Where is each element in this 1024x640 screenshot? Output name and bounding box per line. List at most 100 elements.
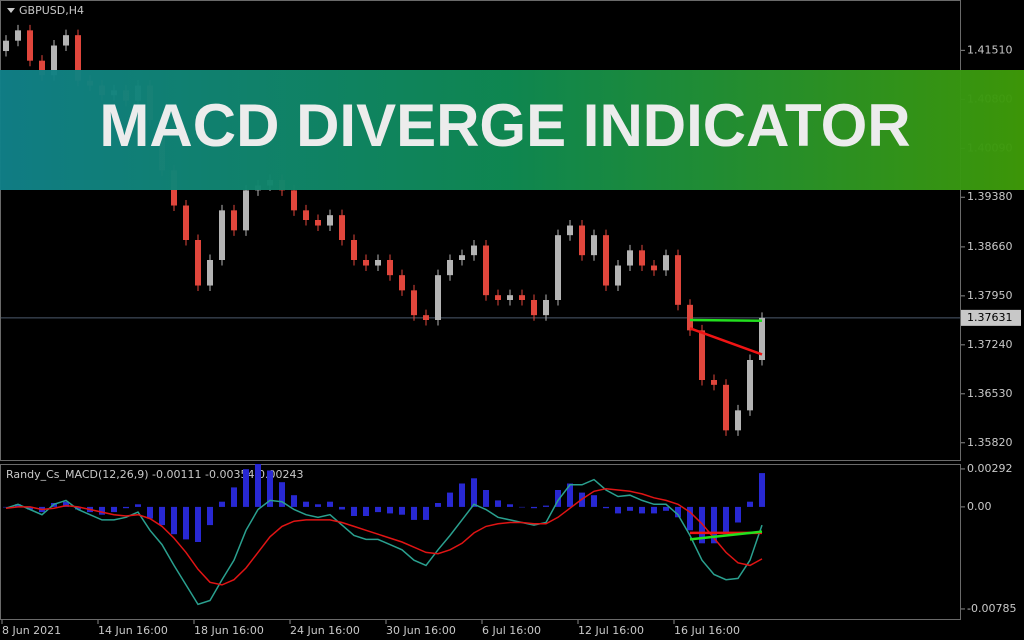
candle-body	[375, 260, 381, 266]
histogram-bar	[387, 506, 393, 514]
histogram-bar	[519, 506, 525, 508]
candle-body	[615, 265, 621, 286]
histogram-bar	[675, 506, 681, 518]
histogram-bar	[75, 506, 81, 510]
candle-body	[663, 255, 669, 271]
histogram-bar	[171, 506, 177, 535]
histogram-bar	[303, 501, 309, 507]
indicator-title: Randy_Cs_MACD(12,26,9) -0.00111 -0.00354…	[6, 468, 303, 481]
x-tick-label: 18 Jun 16:00	[194, 624, 264, 637]
y-tick-label: 1.37950	[967, 289, 1013, 302]
histogram-bar	[663, 506, 669, 511]
candle-body	[219, 210, 225, 260]
histogram-bar	[603, 506, 609, 509]
candle-body	[363, 260, 369, 266]
x-tick-label: 30 Jun 16:00	[386, 624, 456, 637]
candle-body	[291, 190, 297, 211]
y-tick-label: 1.35820	[967, 436, 1013, 449]
candle-body	[591, 235, 597, 256]
histogram-bar	[183, 506, 189, 540]
histogram-bar	[339, 506, 345, 510]
candle-body	[423, 315, 429, 320]
histogram-bar	[351, 506, 357, 516]
histogram-bar	[327, 501, 333, 507]
candle-body	[75, 35, 81, 81]
candle-body	[231, 210, 237, 231]
y-tick-label: 0.00	[967, 500, 992, 513]
candle-body	[327, 215, 333, 226]
histogram-bar	[99, 506, 105, 515]
histogram-bar	[627, 506, 633, 511]
histogram-bar	[615, 506, 621, 514]
candle-body	[387, 260, 393, 276]
histogram-bar	[3, 506, 9, 508]
x-tick-label: 8 Jun 2021	[2, 624, 61, 637]
histogram-bar	[243, 469, 249, 507]
y-tick-label: 1.41510	[967, 43, 1013, 56]
histogram-bar	[291, 495, 297, 507]
histogram-bar	[111, 506, 117, 513]
histogram-bar	[399, 506, 405, 515]
candle-body	[483, 245, 489, 296]
histogram-bar	[531, 506, 537, 509]
histogram-bar	[747, 501, 753, 507]
candle-body	[759, 317, 765, 360]
histogram-bar	[375, 506, 381, 513]
candle-body	[735, 410, 741, 431]
candle-body	[195, 240, 201, 286]
histogram-bar	[435, 503, 441, 507]
histogram-bar	[555, 490, 561, 507]
histogram-bar	[15, 504, 21, 507]
x-tick-label: 24 Jun 16:00	[290, 624, 360, 637]
current-price-label: 1.37631	[967, 311, 1013, 324]
histogram-bar	[207, 506, 213, 526]
divergence-line	[689, 318, 763, 322]
candle-body	[471, 245, 477, 256]
candle-body	[15, 30, 21, 41]
histogram-bar	[639, 506, 645, 514]
histogram-bar	[27, 506, 33, 510]
main-panel-frame	[0, 0, 961, 461]
y-tick-label: 1.37240	[967, 338, 1013, 351]
histogram-bar	[159, 506, 165, 526]
candle-body	[63, 35, 69, 46]
histogram-bar	[63, 501, 69, 507]
candle-body	[447, 260, 453, 276]
histogram-bar	[711, 506, 717, 544]
histogram-bar	[195, 506, 201, 542]
histogram-bar	[651, 506, 657, 514]
x-tick-label: 6 Jul 16:00	[482, 624, 541, 637]
candle-body	[507, 295, 513, 300]
histogram-bar	[471, 478, 477, 507]
candle-body	[459, 255, 465, 260]
y-tick-label: 1.36530	[967, 387, 1013, 400]
divergence-line	[689, 530, 763, 541]
histogram-bar	[231, 487, 237, 507]
histogram-bar	[255, 464, 261, 507]
candle-body	[543, 300, 549, 316]
candle-body	[435, 275, 441, 320]
symbol-dropdown[interactable]	[7, 8, 15, 13]
candle-body	[3, 40, 9, 52]
candle-body	[339, 215, 345, 240]
histogram-bar	[495, 500, 501, 507]
histogram-bar	[507, 504, 513, 507]
candle-body	[723, 384, 729, 431]
symbol-title: GBPUSD,H4	[19, 4, 84, 17]
candle-body	[627, 250, 633, 266]
histogram-bar	[567, 483, 573, 507]
indicator-line	[5, 487, 763, 586]
banner	[0, 70, 1024, 190]
candle-body	[183, 205, 189, 240]
banner-title: MACD DIVERGE INDICATOR	[99, 92, 910, 159]
histogram-bar	[483, 490, 489, 507]
candle-body	[699, 330, 705, 380]
candle-body	[351, 240, 357, 260]
histogram-bar	[699, 506, 705, 544]
histogram-bar	[135, 504, 141, 507]
histogram-bar	[123, 506, 129, 509]
candle-body	[651, 265, 657, 271]
x-tick-label: 12 Jul 16:00	[578, 624, 644, 637]
candle-body	[315, 220, 321, 226]
